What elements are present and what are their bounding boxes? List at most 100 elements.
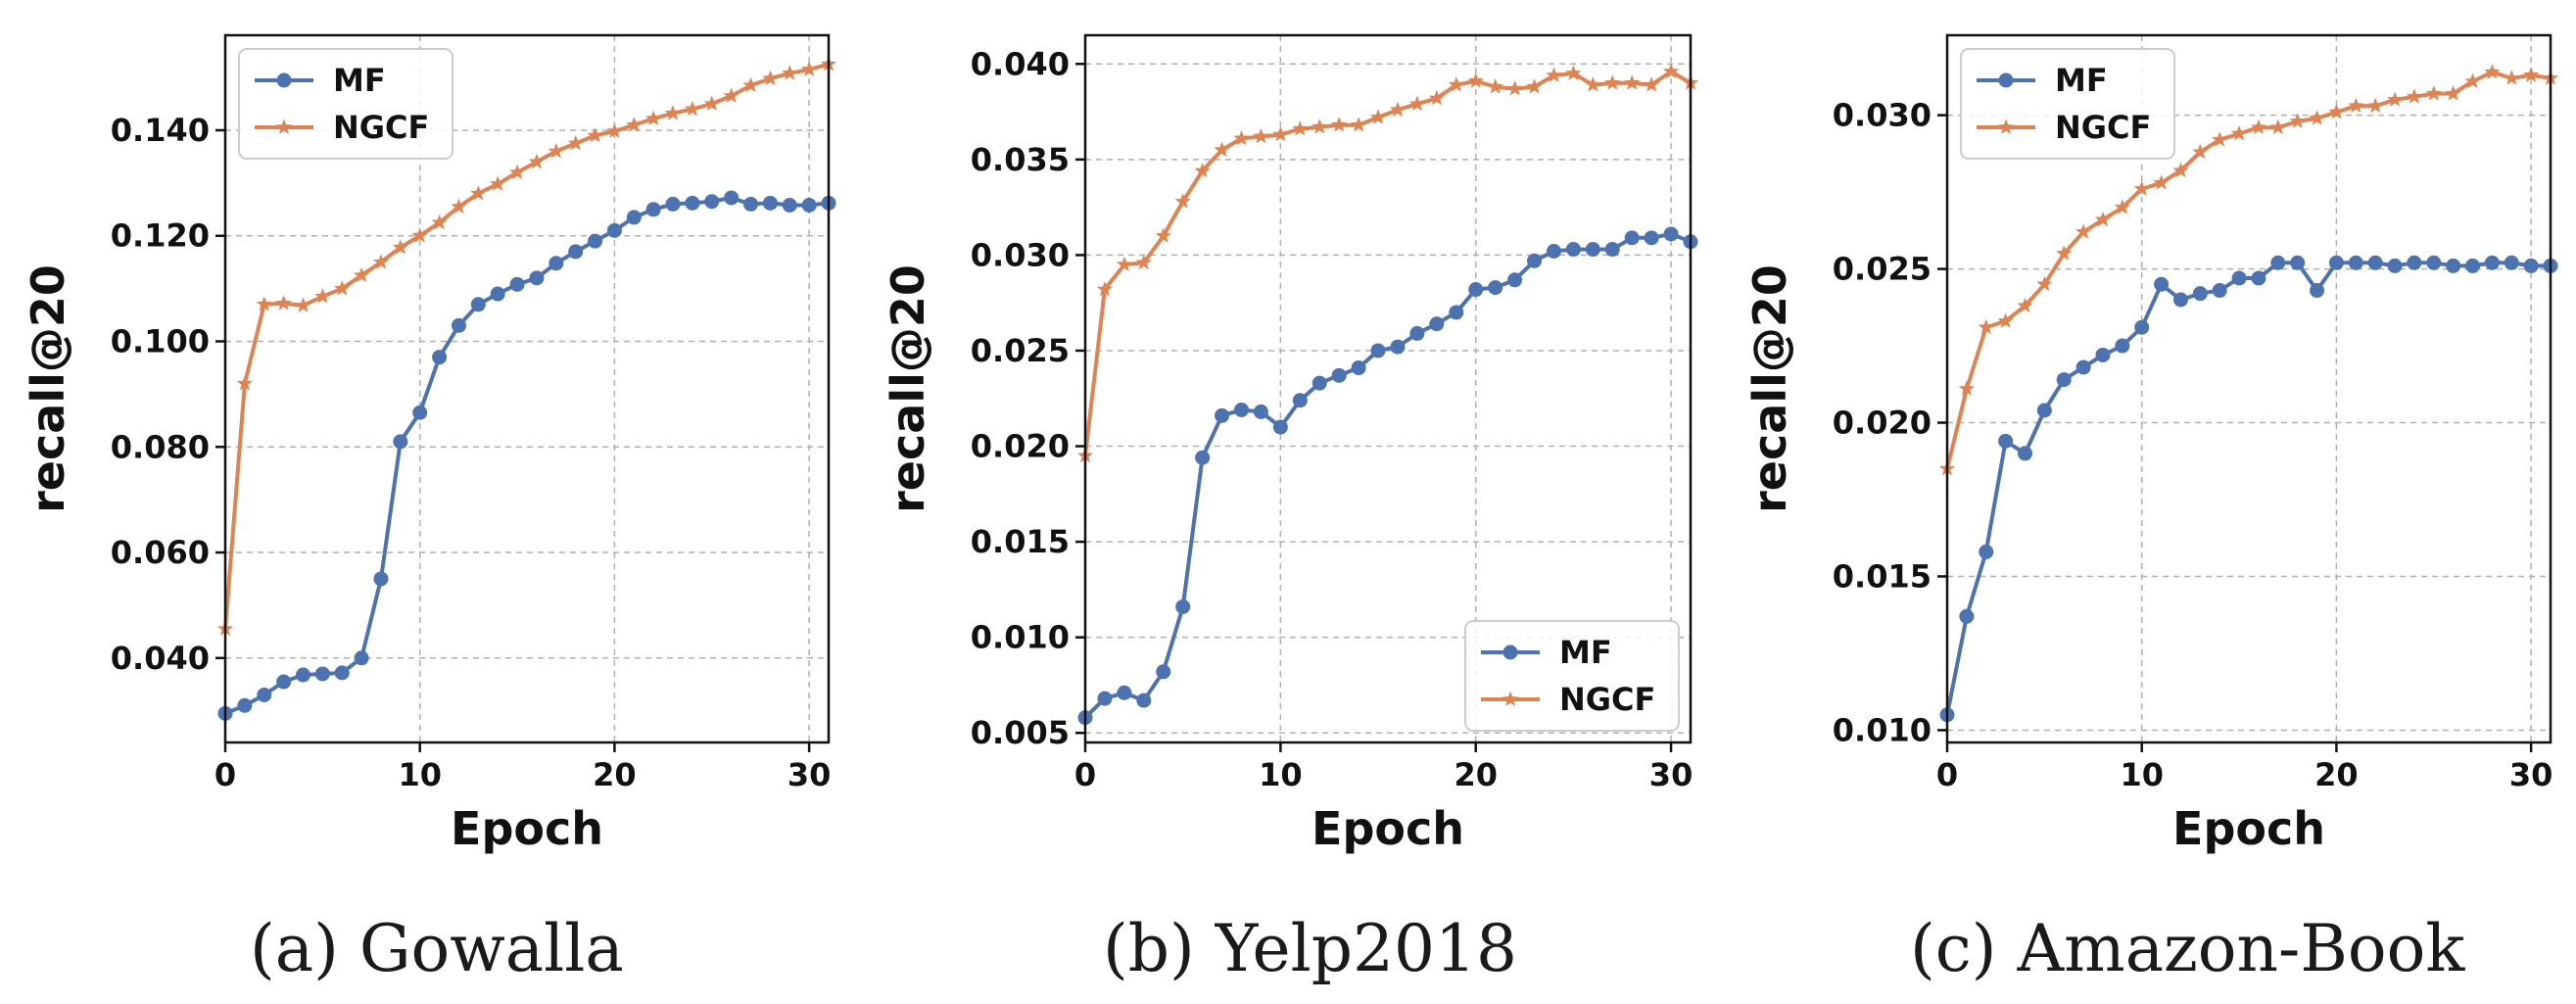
data-point-mf: [1409, 325, 1425, 341]
data-point-mf: [1429, 316, 1445, 332]
plot-frame: [223, 33, 831, 744]
y-tick-label: 0.030: [1833, 97, 1932, 134]
data-point-mf: [2075, 359, 2091, 375]
data-point-ngcf: [1155, 227, 1171, 243]
data-point-ngcf: [236, 375, 253, 391]
data-point-ngcf: [548, 143, 564, 159]
data-point-mf: [1998, 433, 2014, 449]
data-point-ngcf: [2192, 143, 2209, 160]
data-point-mf: [1488, 280, 1503, 296]
data-point-mf: [2310, 283, 2325, 299]
data-point-mf: [685, 195, 700, 211]
data-point-ngcf: [2504, 70, 2520, 85]
data-point-ngcf: [2250, 119, 2266, 135]
chart-b: 0 10 20 30 0.005 0.010 0.015 0.020 0.025 0.030 0.0…: [882, 33, 1699, 855]
y-tick-label: 0.060: [111, 534, 210, 571]
data-point-mf: [2115, 338, 2130, 354]
y-axis-title: recall@20: [22, 264, 74, 513]
y-tick-label: 0.030: [971, 236, 1070, 273]
y-tick-label: 0.010: [1833, 711, 1932, 748]
data-point-mf: [1979, 544, 1994, 559]
data-point-mf: [490, 286, 505, 302]
y-tick-label: 0.140: [111, 112, 210, 149]
data-point-ngcf: [2114, 199, 2130, 215]
data-point-ngcf: [1194, 163, 1211, 178]
x-axis-title: Epoch: [1312, 802, 1464, 855]
data-point-mf: [1331, 367, 1347, 383]
x-axis-title: Epoch: [451, 802, 603, 855]
data-point-mf: [2407, 255, 2422, 270]
caption-c: (c) Amazon-Book: [1910, 911, 2465, 986]
legend-label-ngcf: NGCF: [2055, 109, 2151, 146]
data-point-ngcf: [1174, 193, 1191, 209]
data-point-mf: [1136, 693, 1152, 708]
data-point-mf: [432, 350, 448, 365]
series-mf: [1939, 255, 2558, 723]
data-point-ngcf: [567, 135, 584, 151]
data-point-ngcf: [1233, 129, 1250, 146]
data-point-mf: [1390, 339, 1406, 355]
data-point-mf: [1565, 242, 1581, 258]
data-point-ngcf: [2348, 97, 2364, 114]
data-point-ngcf: [2289, 113, 2306, 128]
legend-box: [238, 48, 453, 160]
legend-label-ngcf: NGCF: [333, 109, 429, 146]
data-point-mf: [2348, 255, 2363, 270]
series-line-mf: [224, 196, 830, 716]
data-point-ngcf: [703, 95, 720, 111]
data-point-ngcf: [1389, 101, 1407, 117]
chart-a: 0 10 20 30 0.040 0.060 0.080 0.100 0.120 0.140 Epo…: [22, 33, 837, 855]
data-point-ngcf: [256, 296, 272, 311]
data-point-mf: [1292, 393, 1308, 408]
data-point-mf: [276, 674, 292, 690]
y-axis-title: recall@20: [882, 264, 934, 513]
data-point-ngcf: [314, 288, 331, 304]
legend-marker-mf: [276, 72, 292, 88]
data-point-mf: [2251, 270, 2266, 286]
data-point-ngcf: [645, 110, 662, 125]
data-point-ngcf: [1565, 65, 1582, 80]
data-point-ngcf: [1978, 318, 1994, 335]
data-point-mf: [1585, 242, 1600, 258]
data-point-mf: [2484, 255, 2500, 270]
series-mf: [217, 190, 836, 721]
data-point-ngcf: [2464, 72, 2481, 88]
data-point-ngcf: [1997, 312, 2014, 328]
data-point-ngcf: [1663, 63, 1680, 78]
data-point-mf: [1272, 419, 1288, 435]
data-point-ngcf: [1644, 76, 1660, 92]
data-point-ngcf: [762, 70, 779, 86]
x-tick-label: 10: [398, 756, 442, 793]
x-tick-label: 20: [1454, 756, 1498, 793]
data-point-mf: [412, 405, 428, 420]
data-point-mf: [762, 195, 778, 211]
data-point-mf: [314, 666, 330, 682]
x-tick-label: 0: [215, 756, 236, 793]
y-tick-label: 0.020: [1833, 405, 1932, 442]
data-point-mf: [665, 196, 681, 212]
data-point-mf: [1117, 685, 1132, 700]
y-tick-label: 0.020: [971, 428, 1070, 465]
y-tick-label: 0.010: [971, 619, 1070, 656]
data-point-mf: [2056, 372, 2072, 388]
x-tick-label: 10: [1259, 756, 1303, 793]
data-point-mf: [2328, 255, 2344, 270]
data-point-ngcf: [2328, 104, 2345, 120]
series-line-ngcf: [1083, 70, 1693, 456]
y-tick-label: 0.035: [971, 141, 1070, 178]
data-point-mf: [1468, 282, 1484, 298]
data-point-ngcf: [2172, 162, 2189, 177]
data-point-ngcf: [2269, 119, 2286, 135]
data-point-mf: [1370, 343, 1386, 359]
data-point-ngcf: [1351, 117, 1367, 132]
data-point-ngcf: [509, 164, 526, 179]
data-point-mf: [1253, 404, 1268, 419]
data-point-ngcf: [1585, 76, 1601, 92]
data-point-mf: [1604, 242, 1620, 258]
legend-marker-ngcf: [1997, 119, 2015, 134]
legend-box: [1464, 620, 1680, 732]
data-point-mf: [1312, 375, 1327, 391]
data-point-mf: [704, 194, 720, 210]
x-tick-label: 30: [1649, 756, 1693, 793]
data-point-ngcf: [1214, 141, 1230, 157]
